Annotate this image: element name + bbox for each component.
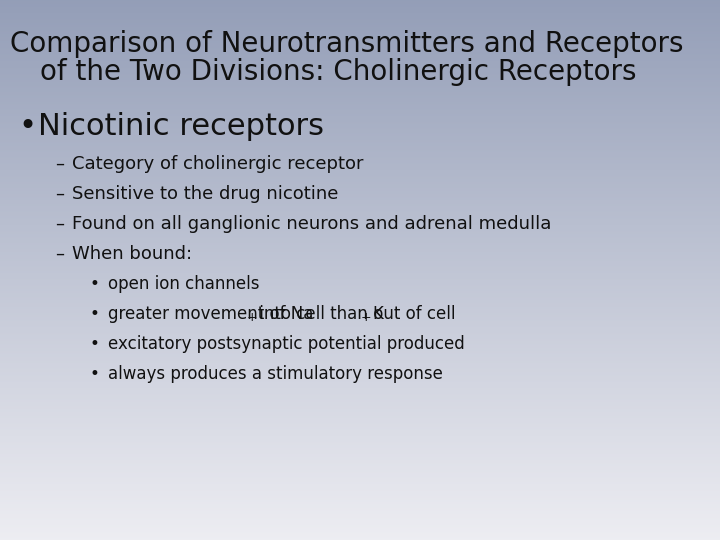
Text: Sensitive to the drug nicotine: Sensitive to the drug nicotine	[72, 185, 338, 203]
Text: Category of cholinergic receptor: Category of cholinergic receptor	[72, 155, 364, 173]
Text: Nicotinic receptors: Nicotinic receptors	[38, 112, 324, 141]
Text: out of cell: out of cell	[368, 305, 455, 323]
Text: –: –	[55, 155, 64, 173]
Text: greater movement of Na: greater movement of Na	[108, 305, 313, 323]
Text: –: –	[55, 245, 64, 263]
Text: Found on all ganglionic neurons and adrenal medulla: Found on all ganglionic neurons and adre…	[72, 215, 552, 233]
Text: into cell than K: into cell than K	[253, 305, 384, 323]
Text: –: –	[55, 185, 64, 203]
Text: •: •	[90, 335, 100, 353]
Text: –: –	[55, 215, 64, 233]
Text: •: •	[18, 112, 36, 141]
Text: •: •	[90, 305, 100, 323]
Text: of the Two Divisions: Cholinergic Receptors: of the Two Divisions: Cholinergic Recept…	[40, 58, 636, 86]
Text: When bound:: When bound:	[72, 245, 192, 263]
Text: always produces a stimulatory response: always produces a stimulatory response	[108, 365, 443, 383]
Text: •: •	[90, 365, 100, 383]
Text: +: +	[361, 311, 372, 324]
Text: •: •	[90, 275, 100, 293]
Text: excitatory postsynaptic potential produced: excitatory postsynaptic potential produc…	[108, 335, 464, 353]
Text: open ion channels: open ion channels	[108, 275, 259, 293]
Text: Comparison of Neurotransmitters and Receptors: Comparison of Neurotransmitters and Rece…	[10, 30, 683, 58]
Text: +: +	[246, 311, 257, 324]
